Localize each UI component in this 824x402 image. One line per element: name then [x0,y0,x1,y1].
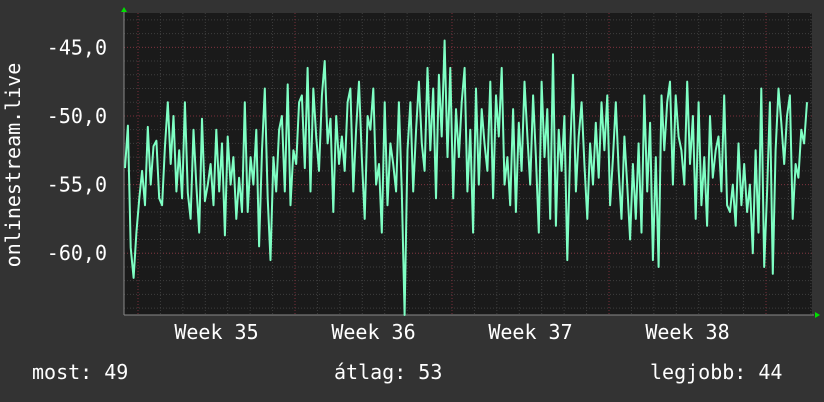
x-axis-arrow [815,312,820,318]
x-tick-label: Week 36 [331,320,415,344]
series-group [124,39,808,316]
y-axis-arrow [121,7,127,12]
y-tick-label: -45,0 [47,35,107,59]
y-tick-label: -60,0 [47,241,107,265]
current-value: most: 49 [32,360,129,384]
x-tick-label: Week 37 [488,320,572,344]
stats-bar: most: 49 átlag: 53 legjobb: 44 [0,360,824,390]
axes [121,7,820,318]
y-tick-label: -55,0 [47,173,107,197]
best-value: legjobb: 44 [650,360,783,384]
series-line [124,39,808,316]
y-axis-label: onlinestream.live [1,63,25,268]
x-tick-labels: Week 35 Week 36 Week 37 Week 38 [174,320,729,344]
y-tick-labels: -45,0 -50,0 -55,0 -60,0 [47,35,107,265]
x-tick-label: Week 35 [174,320,258,344]
average-value: átlag: 53 [334,360,443,384]
y-tick-label: -50,0 [47,104,107,128]
x-tick-label: Week 38 [645,320,729,344]
